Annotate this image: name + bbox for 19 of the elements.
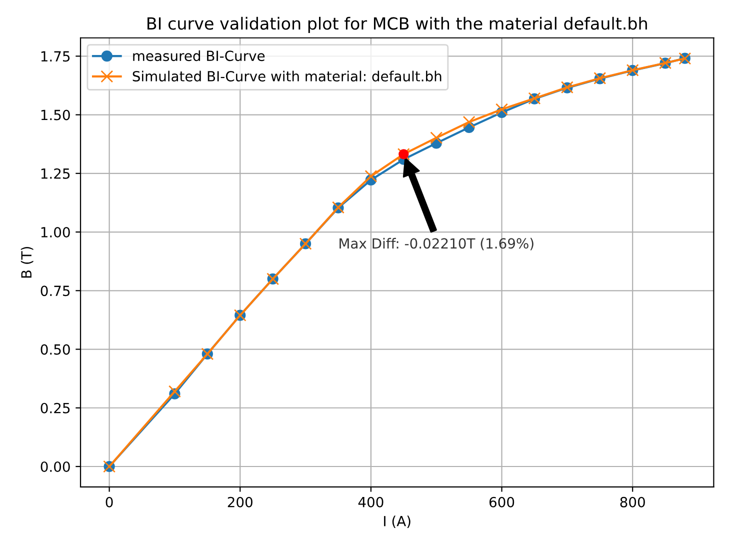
x-tick-label: 600 bbox=[489, 496, 514, 508]
x-tick-label: 800 bbox=[620, 496, 645, 508]
y-tick-label: 1.00 bbox=[41, 226, 70, 238]
y-axis-title: B (T) bbox=[20, 246, 34, 278]
x-tick-label: 0 bbox=[106, 496, 113, 508]
y-tick-label: 0.00 bbox=[40, 461, 70, 472]
legend-label: Simulated BI-Curve with material: default.bh bbox=[132, 70, 442, 82]
y-tick-label: 1.25 bbox=[41, 168, 70, 179]
y-tick-label: 0.75 bbox=[40, 286, 70, 296]
x-axis-title: I (A) bbox=[384, 516, 410, 528]
x-tick-label: 200 bbox=[228, 496, 252, 508]
x-tick-label: 400 bbox=[358, 496, 384, 508]
legend-label: measured BI-Curve bbox=[133, 50, 265, 62]
y-tick-label: 0.50 bbox=[40, 344, 70, 355]
chart-title: BI curve validation plot for MCB with the material default.bh bbox=[148, 16, 647, 34]
y-tick-label: 1.75 bbox=[41, 51, 70, 62]
y-tick-label: 0.25 bbox=[40, 402, 70, 414]
y-tick-label: 1.50 bbox=[41, 110, 70, 120]
annotation: Max Diff: -0.02210T (1.69%) bbox=[340, 238, 534, 250]
